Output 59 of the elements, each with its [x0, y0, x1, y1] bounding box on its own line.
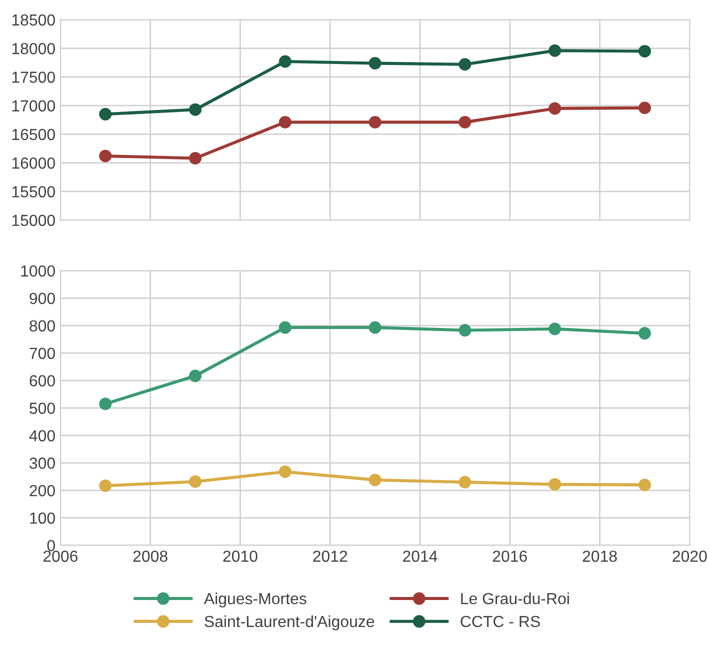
point: [278, 55, 292, 68]
legend-label: Aigues-Mortes: [204, 592, 306, 608]
point: [458, 476, 472, 488]
point: [189, 475, 202, 488]
point: [458, 116, 472, 128]
point: [189, 370, 202, 382]
y-tick-label: 15500: [12, 186, 55, 198]
y-tick-label: 900: [30, 292, 55, 304]
point: [99, 398, 112, 410]
point: [548, 102, 562, 115]
point: [458, 324, 472, 337]
point: [548, 44, 562, 57]
y-tick-label: 18500: [12, 14, 55, 26]
x-tick-label: 2020: [672, 550, 707, 562]
point: [368, 474, 382, 486]
point: [638, 327, 651, 340]
point: [638, 102, 651, 114]
y-tick-label: 15000: [12, 214, 55, 226]
point: [99, 108, 112, 120]
y-tick-label: 700: [30, 348, 55, 360]
y-tick-label: 16500: [12, 128, 55, 140]
y-tick-label: 1000: [21, 265, 55, 277]
y-tick-label: 16000: [12, 157, 55, 169]
point: [278, 321, 292, 334]
y-tick-label: 200: [30, 485, 55, 496]
y-tick-label: 0: [47, 540, 55, 552]
point: [278, 116, 292, 128]
point: [278, 465, 292, 478]
point: [368, 56, 382, 70]
point: [458, 58, 472, 71]
y-tick-label: 18000: [12, 42, 55, 54]
x-tick-label: 2008: [133, 550, 168, 562]
point: [548, 322, 562, 336]
point: [189, 103, 202, 116]
y-tick-label: 300: [30, 458, 55, 469]
point: [638, 478, 651, 492]
point: [548, 478, 562, 491]
y-tick-label: 17000: [12, 100, 55, 112]
y-tick-label: 400: [29, 430, 55, 442]
x-tick-label: 2012: [313, 550, 348, 562]
point: [638, 44, 651, 58]
point: [99, 150, 112, 162]
point: [368, 321, 382, 334]
x-tick-label: 2010: [223, 550, 258, 562]
point: [189, 152, 202, 165]
point: [99, 479, 112, 492]
y-tick-label: 500: [30, 402, 55, 414]
x-tick-label: 2006: [43, 550, 78, 562]
legend-label: Le Grau-du-Roi: [461, 592, 569, 604]
legend-label: Saint-Laurent-d'Aigouze: [204, 615, 374, 630]
y-tick-label: 100: [30, 512, 55, 524]
x-tick-label: 2014: [403, 550, 438, 562]
y-tick-label: 800: [30, 320, 55, 332]
x-tick-label: 2016: [492, 550, 527, 562]
y-tick-label: 600: [30, 375, 55, 386]
legend-label: CCTC - RS: [460, 616, 540, 628]
x-tick-label: 2018: [582, 550, 617, 562]
point: [368, 116, 382, 128]
y-tick-label: 17500: [12, 72, 55, 83]
